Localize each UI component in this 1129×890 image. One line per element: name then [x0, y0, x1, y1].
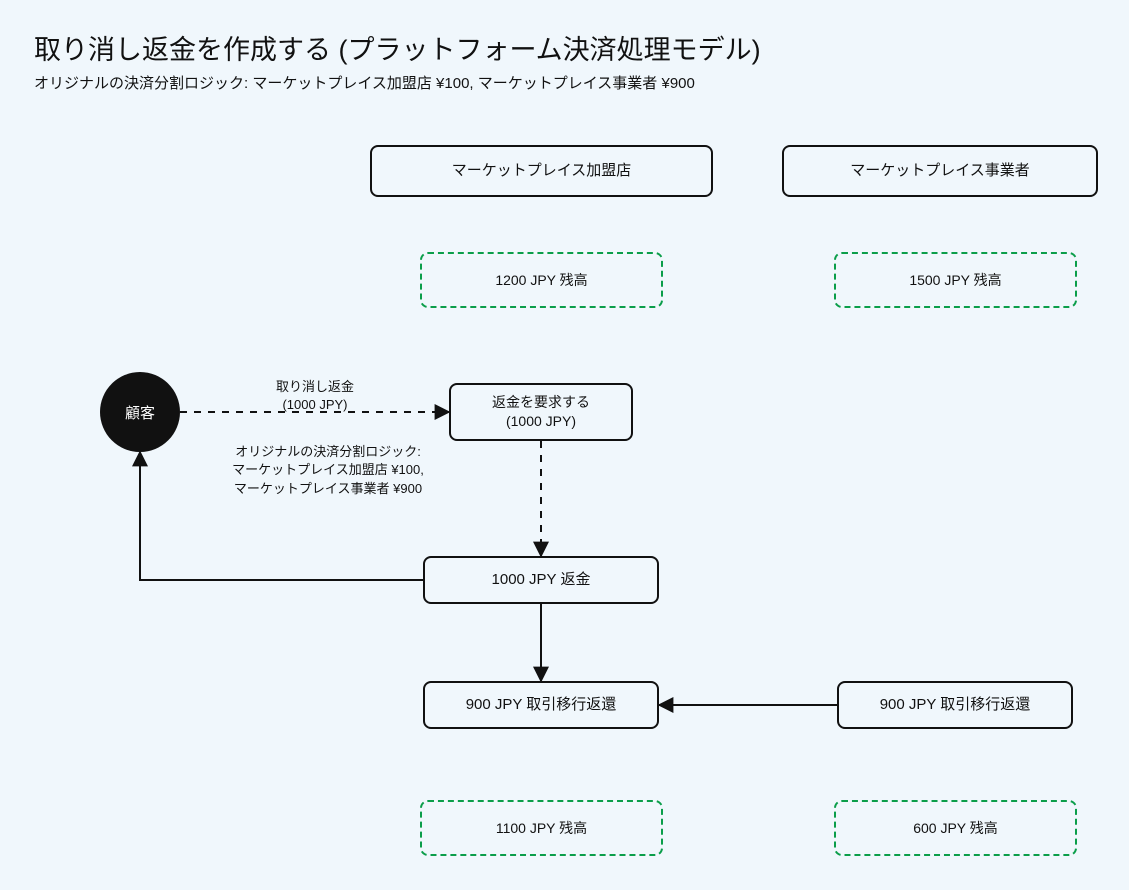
page-title: 取り消し返金を作成する (プラットフォーム決済処理モデル): [34, 28, 761, 67]
node-merchant-balance-after-label: 1100 JPY 残高: [496, 818, 587, 838]
node-request-refund-label: 返金を要求する (1000 JPY): [492, 393, 590, 431]
diagram-canvas: 取り消し返金を作成する (プラットフォーム決済処理モデル) オリジナルの決済分割…: [0, 0, 1129, 890]
node-reversal-left-label: 900 JPY 取引移行返還: [466, 695, 617, 715]
edge-label-cancel-refund-text: 取り消し返金 (1000 JPY): [276, 379, 354, 412]
node-refund-1000: 1000 JPY 返金: [423, 556, 659, 604]
node-operator-balance-before: 1500 JPY 残高: [834, 252, 1077, 308]
node-operator-header: マーケットプレイス事業者: [782, 145, 1098, 197]
node-reversal-right-label: 900 JPY 取引移行返還: [880, 695, 1031, 715]
edge-label-cancel-refund: 取り消し返金 (1000 JPY): [215, 360, 415, 415]
node-request-refund: 返金を要求する (1000 JPY): [449, 383, 633, 441]
node-merchant-header-label: マーケットプレイス加盟店: [452, 161, 632, 181]
page-subtitle: オリジナルの決済分割ロジック: マーケットプレイス加盟店 ¥100, マーケット…: [34, 72, 695, 93]
node-merchant-balance-after: 1100 JPY 残高: [420, 800, 663, 856]
edges-layer: [0, 0, 1129, 890]
edge-label-split-logic-text: オリジナルの決済分割ロジック: マーケットプレイス加盟店 ¥100, マーケット…: [232, 444, 424, 495]
edge-label-split-logic: オリジナルの決済分割ロジック: マーケットプレイス加盟店 ¥100, マーケット…: [213, 425, 443, 498]
node-customer-label: 顧客: [125, 402, 155, 423]
node-operator-balance-before-label: 1500 JPY 残高: [909, 270, 1001, 290]
node-reversal-left: 900 JPY 取引移行返還: [423, 681, 659, 729]
node-merchant-balance-before-label: 1200 JPY 残高: [495, 270, 587, 290]
node-merchant-header: マーケットプレイス加盟店: [370, 145, 713, 197]
node-merchant-balance-before: 1200 JPY 残高: [420, 252, 663, 308]
node-refund-1000-label: 1000 JPY 返金: [492, 570, 591, 590]
node-operator-balance-after: 600 JPY 残高: [834, 800, 1077, 856]
node-operator-balance-after-label: 600 JPY 残高: [913, 818, 998, 838]
node-customer: 顧客: [100, 372, 180, 452]
node-operator-header-label: マーケットプレイス事業者: [850, 161, 1030, 181]
node-reversal-right: 900 JPY 取引移行返還: [837, 681, 1073, 729]
